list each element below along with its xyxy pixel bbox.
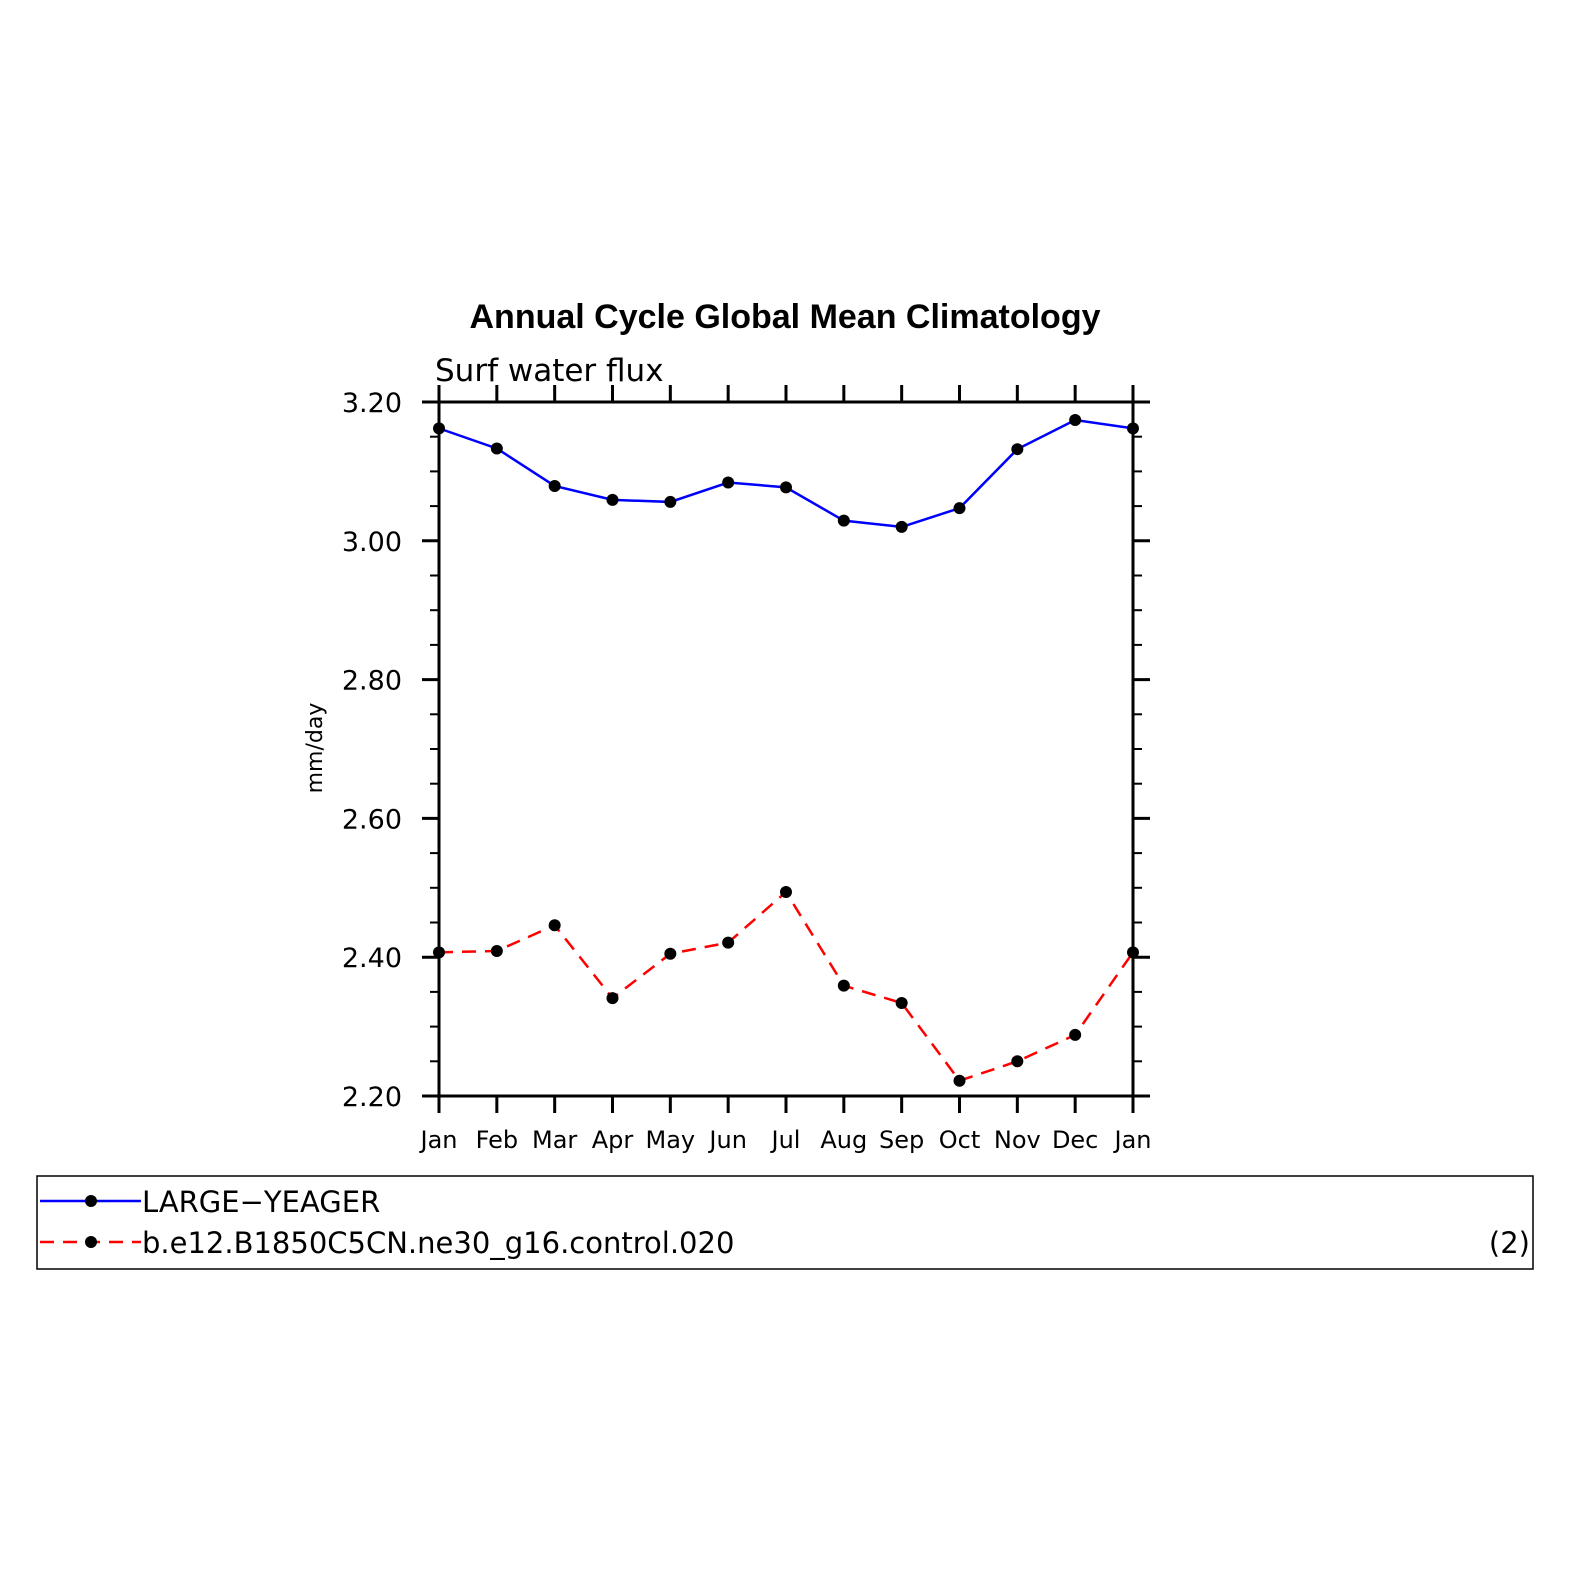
series-line-2 xyxy=(438,890,1135,1083)
data-point-1 xyxy=(433,422,445,435)
axis-ticks: 2.20 2.40 2.60 2.80 3.00 3.20 Jan Feb Mar Apr May J… xyxy=(342,385,1152,1154)
data-point-2 xyxy=(953,1074,966,1087)
y-axis-label: mm/day xyxy=(303,703,328,794)
data-point-1 xyxy=(780,481,792,494)
data-point-2 xyxy=(490,944,503,957)
y-tick-label: 2.40 xyxy=(342,943,402,974)
y-tick-label: 2.80 xyxy=(342,666,402,697)
x-tick-label: Jan xyxy=(1113,1126,1152,1154)
data-point-2 xyxy=(837,979,850,992)
data-point-2 xyxy=(548,919,561,932)
x-tick-label: Jun xyxy=(707,1126,747,1154)
legend-marker-1 xyxy=(85,1195,97,1207)
x-tick-label: Jul xyxy=(770,1126,801,1154)
data-point-1 xyxy=(664,495,677,508)
y-tick-label: 2.20 xyxy=(342,1082,402,1113)
series-line-1 xyxy=(438,418,1134,529)
data-point-1 xyxy=(606,493,619,506)
data-point-2 xyxy=(895,997,908,1010)
data-point-1 xyxy=(1127,422,1139,435)
y-tick-label: 3.20 xyxy=(342,388,402,419)
legend-label-2: b.e12.B1850C5CN.ne30_g16.control.020 xyxy=(142,1226,734,1260)
data-point-1 xyxy=(1069,414,1082,427)
x-tick-label: Feb xyxy=(476,1126,519,1154)
data-point-2 xyxy=(1069,1028,1082,1041)
x-tick-label: Jan xyxy=(419,1126,458,1154)
data-point-2 xyxy=(722,936,735,949)
chart-title: Annual Cycle Global Mean Climatology xyxy=(470,298,1101,336)
legend-marker-2 xyxy=(85,1236,97,1248)
legend: LARGE−YEAGER b.e12.B1850C5CN.ne30_g16.con… xyxy=(36,1175,1534,1270)
x-tick-label: Sep xyxy=(879,1126,924,1154)
data-point-1 xyxy=(722,476,735,489)
x-tick-label: Nov xyxy=(994,1126,1041,1154)
x-tick-label: May xyxy=(646,1126,696,1154)
data-point-2 xyxy=(1127,946,1139,959)
legend-note: (2) xyxy=(1489,1226,1530,1260)
data-point-2 xyxy=(664,947,677,960)
plot-axes xyxy=(437,400,1135,1098)
data-point-1 xyxy=(1011,443,1024,456)
data-point-1 xyxy=(837,514,850,527)
chart-subtitle: Surf water flux xyxy=(435,353,664,389)
plot-frame xyxy=(437,400,1135,1098)
data-point-2 xyxy=(606,992,619,1005)
data-point-1 xyxy=(953,502,966,515)
data-point-2 xyxy=(433,946,445,959)
data-point-1 xyxy=(490,442,503,455)
legend-label-1: LARGE−YEAGER xyxy=(142,1185,380,1219)
series-layer xyxy=(433,414,1139,1087)
data-point-1 xyxy=(548,479,561,492)
data-point-2 xyxy=(1011,1055,1024,1068)
x-tick-label: Mar xyxy=(532,1126,577,1154)
y-tick-label: 2.60 xyxy=(342,804,402,835)
x-tick-label: Apr xyxy=(592,1126,634,1154)
data-point-1 xyxy=(895,520,908,533)
data-point-2 xyxy=(780,885,792,898)
x-tick-label: Oct xyxy=(939,1126,981,1154)
x-tick-label: Aug xyxy=(820,1126,867,1154)
x-tick-label: Dec xyxy=(1052,1126,1098,1154)
legend-box xyxy=(36,1175,1534,1270)
y-tick-label: 3.00 xyxy=(342,527,402,558)
